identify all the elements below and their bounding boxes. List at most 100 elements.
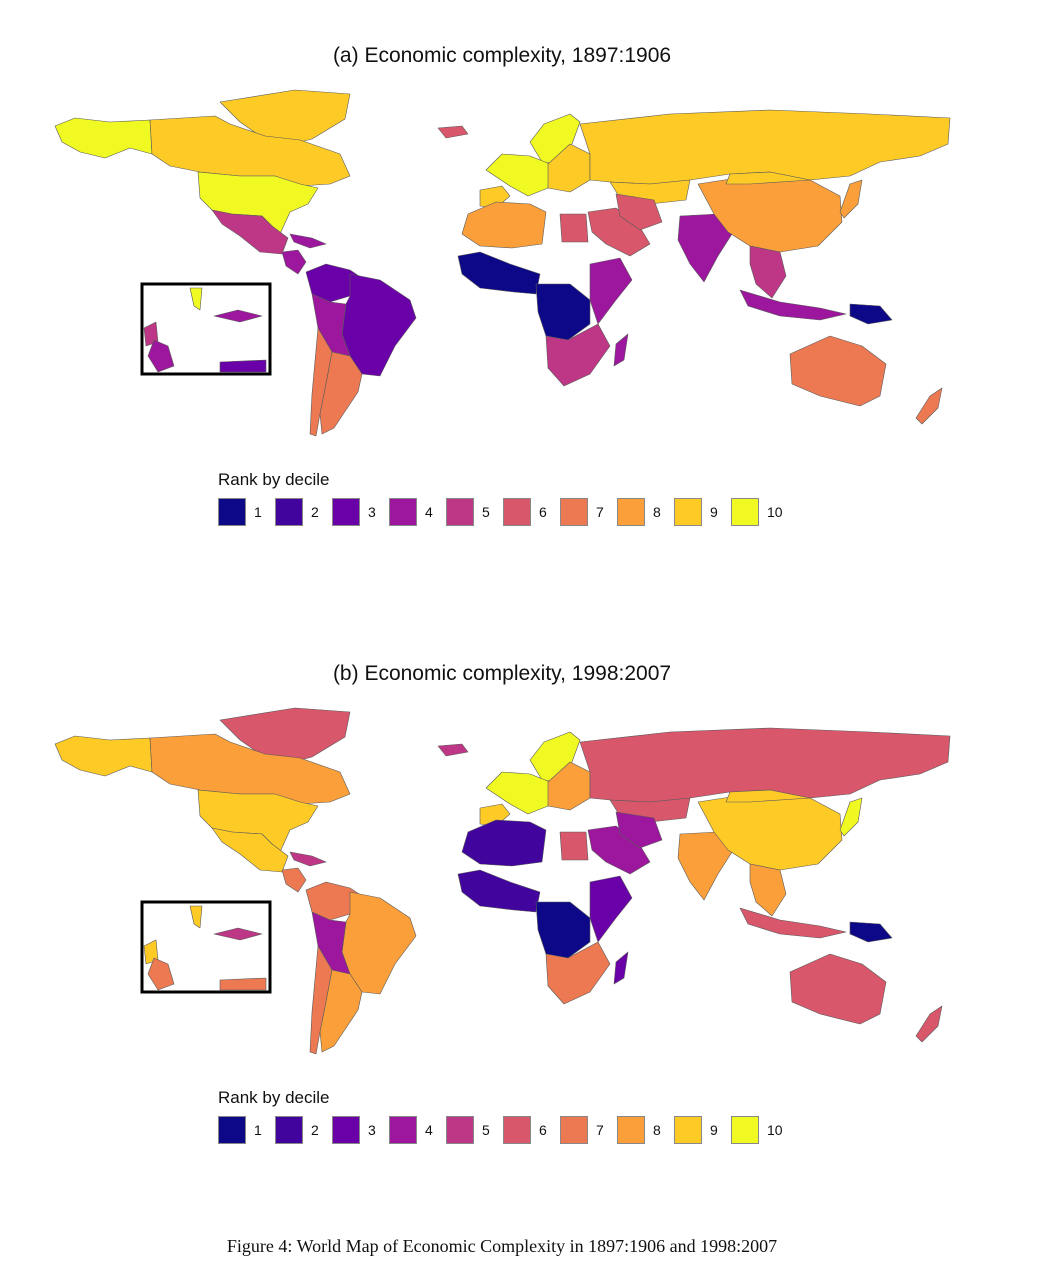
legend-swatch xyxy=(218,1116,246,1144)
country-iberia xyxy=(479,185,511,209)
legend-swatch xyxy=(446,498,474,526)
country-japan xyxy=(839,797,863,837)
country-japan xyxy=(839,179,863,219)
legend-label: 3 xyxy=(368,1122,376,1138)
country-new-zealand xyxy=(915,387,943,425)
country-alaska xyxy=(54,117,153,159)
legend-swatch xyxy=(275,1116,303,1144)
country-argentina xyxy=(319,351,363,435)
world-map xyxy=(54,89,951,437)
inset-south-america-coast xyxy=(219,359,267,373)
country-egypt xyxy=(559,831,589,861)
country-canada xyxy=(149,733,351,805)
legend-swatch xyxy=(389,498,417,526)
legend-label: 4 xyxy=(425,504,433,520)
panel-title: (b) Economic complexity, 1998:2007 xyxy=(332,662,672,685)
legend-label: 10 xyxy=(767,504,783,520)
country-indonesia xyxy=(739,907,847,939)
legend-label: 1 xyxy=(254,504,262,520)
legend-label: 3 xyxy=(368,504,376,520)
country-iran xyxy=(615,811,663,849)
country-brazil xyxy=(341,891,417,995)
legend-swatch xyxy=(560,1116,588,1144)
caribbean-inset-map xyxy=(143,905,270,991)
country-east-africa xyxy=(589,257,633,325)
legend-swatch xyxy=(275,498,303,526)
legend-swatch xyxy=(731,498,759,526)
country-brazil xyxy=(341,273,417,377)
country-central-africa xyxy=(535,901,591,959)
inset-florida xyxy=(189,287,203,311)
country-iceland xyxy=(437,125,469,139)
country-australia xyxy=(789,335,887,407)
legend-swatch xyxy=(446,1116,474,1144)
country-greenland xyxy=(219,89,351,147)
country-north-africa-west xyxy=(461,201,547,249)
panel-a: (a) Economic complexity, 1897:1906 Rank … xyxy=(0,0,1054,600)
country-indonesia xyxy=(739,289,847,321)
inset-cuba xyxy=(213,309,263,323)
legend-label: 5 xyxy=(482,1122,490,1138)
country-central-africa xyxy=(535,283,591,341)
country-mexico xyxy=(211,827,289,873)
country-madagascar xyxy=(613,333,629,367)
legend-swatch xyxy=(560,498,588,526)
legend-swatch xyxy=(731,1116,759,1144)
country-mongolia xyxy=(725,789,811,803)
country-southern-africa xyxy=(545,941,611,1005)
legend-label: 6 xyxy=(539,1122,547,1138)
country-new-zealand xyxy=(915,1005,943,1043)
country-southern-africa xyxy=(545,323,611,387)
panel-title: (a) Economic complexity, 1897:1906 xyxy=(332,44,672,67)
legend-label: 2 xyxy=(311,1122,319,1138)
legend-title: Rank by decile xyxy=(218,470,330,489)
country-mexico xyxy=(211,209,289,255)
legend-label: 9 xyxy=(710,1122,718,1138)
legend-swatch xyxy=(617,1116,645,1144)
inset-islands xyxy=(269,345,270,347)
country-egypt xyxy=(559,213,589,243)
country-new-guinea xyxy=(849,921,893,943)
inset-cuba xyxy=(213,927,263,941)
legend-label: 5 xyxy=(482,504,490,520)
legend-label: 7 xyxy=(596,504,604,520)
legend-swatch xyxy=(503,498,531,526)
inset-florida xyxy=(189,905,203,929)
country-east-africa xyxy=(589,875,633,943)
country-argentina xyxy=(319,969,363,1053)
country-new-guinea xyxy=(849,303,893,325)
country-iran xyxy=(615,193,663,231)
world-map xyxy=(54,707,951,1055)
country-indochina xyxy=(749,863,787,917)
legend-swatch xyxy=(332,498,360,526)
country-canada xyxy=(149,115,351,187)
legend-swatch xyxy=(674,1116,702,1144)
country-west-africa xyxy=(457,251,541,295)
legend-swatch xyxy=(674,498,702,526)
caribbean-inset-map xyxy=(143,287,270,373)
legend-label: 8 xyxy=(653,504,661,520)
country-central-america xyxy=(281,867,307,893)
country-iberia xyxy=(479,803,511,827)
legend-swatch xyxy=(218,498,246,526)
inset-central-america xyxy=(147,339,175,373)
country-madagascar xyxy=(613,951,629,985)
legend-label: 6 xyxy=(539,504,547,520)
country-caribbean xyxy=(289,851,327,867)
legend-label: 1 xyxy=(254,1122,262,1138)
country-iceland xyxy=(437,743,469,757)
legend-label: 9 xyxy=(710,504,718,520)
figure-caption: Figure 4: World Map of Economic Complexi… xyxy=(226,1236,778,1256)
country-alaska xyxy=(54,735,153,777)
legend-label: 8 xyxy=(653,1122,661,1138)
country-central-america xyxy=(281,249,307,275)
legend-swatch xyxy=(389,1116,417,1144)
inset-islands xyxy=(269,963,270,965)
inset-south-america-coast xyxy=(219,977,267,991)
country-russia xyxy=(579,109,951,185)
country-mongolia xyxy=(725,171,811,185)
legend-swatch xyxy=(503,1116,531,1144)
legend-title: Rank by decile xyxy=(218,1088,330,1107)
inset-central-america xyxy=(147,957,175,991)
legend-swatch xyxy=(332,1116,360,1144)
